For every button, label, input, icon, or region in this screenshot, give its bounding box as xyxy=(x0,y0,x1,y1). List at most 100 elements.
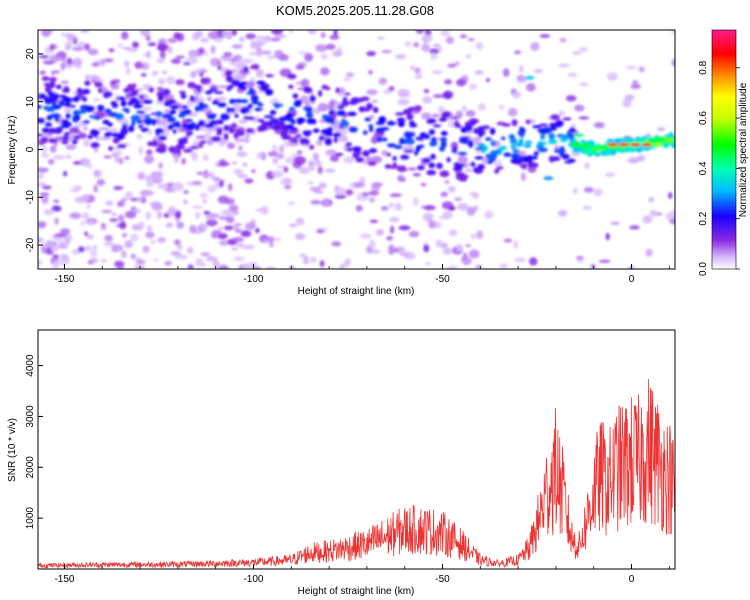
heatmap-cell xyxy=(447,185,456,193)
heatmap-cell xyxy=(223,124,229,132)
heatmap-cell xyxy=(276,153,285,160)
heatmap-cell xyxy=(103,91,113,98)
heatmap-cell xyxy=(82,88,91,95)
heatmap-cell xyxy=(187,182,192,186)
heatmap-cell xyxy=(127,83,134,89)
heatmap-cell xyxy=(42,185,52,190)
heatmap-cell xyxy=(525,119,532,125)
heatmap-cell xyxy=(218,264,229,269)
heatmap-cell xyxy=(164,188,176,193)
heatmap-cell xyxy=(269,110,277,115)
heatmap-cell xyxy=(300,95,309,103)
heatmap-cell xyxy=(216,127,223,133)
heatmap-cell xyxy=(238,119,248,124)
heatmap-cell xyxy=(228,183,233,192)
heatmap-cell xyxy=(171,58,181,64)
heatmap-cell xyxy=(143,175,156,179)
heatmap-cell xyxy=(394,145,403,150)
heatmap-cell xyxy=(307,181,314,185)
heatmap-cell xyxy=(83,126,88,131)
heatmap-cell xyxy=(438,215,448,220)
heatmap-cell xyxy=(59,254,69,260)
heatmap-cell xyxy=(503,238,513,243)
heatmap-cell xyxy=(475,149,482,155)
heatmap-cell xyxy=(145,231,155,239)
heatmap-cell xyxy=(671,58,675,67)
heatmap-cell xyxy=(470,161,476,167)
heatmap-cell xyxy=(540,134,546,140)
heatmap-cell xyxy=(211,136,222,142)
heatmap-cell xyxy=(111,244,123,252)
heatmap-cell xyxy=(329,154,340,162)
heatmap-cell xyxy=(273,237,282,242)
heatmap-cell xyxy=(501,123,511,127)
heatmap-cell xyxy=(108,48,115,53)
heatmap-cell xyxy=(97,127,110,131)
heatmap-cell xyxy=(415,136,424,141)
heatmap-cell xyxy=(342,96,348,102)
heatmap-cell xyxy=(210,45,216,54)
heatmap-cell xyxy=(140,62,150,71)
heatmap-cell xyxy=(73,161,82,165)
heatmap-cell xyxy=(447,265,459,269)
heatmap-cell xyxy=(173,32,181,40)
heatmap-cell xyxy=(368,239,376,248)
heatmap-cell xyxy=(168,146,177,152)
heatmap-cell xyxy=(421,43,431,52)
heatmap-cell xyxy=(90,142,100,149)
heatmap-cell xyxy=(630,84,642,89)
heatmap-cell xyxy=(45,106,56,112)
heatmap-cell xyxy=(465,243,472,248)
heatmap-cell xyxy=(131,119,136,127)
heatmap-cell xyxy=(355,204,363,212)
heatmap-cell xyxy=(369,219,379,223)
heatmap-cell xyxy=(498,104,505,110)
heatmap-cell xyxy=(45,239,54,248)
heatmap-cell xyxy=(113,186,123,191)
heatmap-cell xyxy=(533,151,540,156)
heatmap-cell xyxy=(567,73,578,77)
heatmap-cell xyxy=(138,146,144,156)
heatmap-cell xyxy=(527,161,535,168)
heatmap-cell xyxy=(151,140,159,147)
heatmap-cell xyxy=(388,216,400,223)
heatmap-cell xyxy=(569,124,577,128)
heatmap-cell xyxy=(269,118,278,125)
heatmap-cell xyxy=(190,70,197,79)
heatmap-cell xyxy=(218,142,226,147)
heatmap-cell xyxy=(527,166,537,173)
heatmap-cell xyxy=(318,90,323,97)
heatmap-cell xyxy=(200,252,211,257)
heatmap-cell xyxy=(200,69,208,73)
heatmap-cell xyxy=(539,123,549,127)
heatmap-cell xyxy=(96,179,106,186)
heatmap-cell xyxy=(452,146,458,153)
heatmap-cell xyxy=(572,147,582,154)
heatmap-cell xyxy=(240,230,252,238)
heatmap-cell xyxy=(428,219,436,229)
heatmap-cell xyxy=(54,217,60,225)
heatmap-cell xyxy=(74,196,87,204)
heatmap-cell xyxy=(99,58,106,67)
heatmap-cell xyxy=(45,247,53,255)
heatmap-cell xyxy=(207,185,217,193)
heatmap-cell xyxy=(347,147,353,152)
heatmap-cell xyxy=(629,225,640,230)
heatmap-cell xyxy=(90,257,99,264)
heatmap-cell xyxy=(325,87,331,91)
heatmap-cell xyxy=(38,221,47,228)
heatmap-cell xyxy=(288,84,294,89)
heatmap-cell xyxy=(430,153,436,160)
heatmap-cell xyxy=(325,128,330,133)
heatmap-cell xyxy=(45,84,53,91)
heatmap-cell xyxy=(627,145,637,151)
heatmap-cell xyxy=(217,195,229,204)
heatmap-cell xyxy=(375,229,385,236)
heatmap-cell xyxy=(279,144,285,153)
heatmap-cell xyxy=(271,30,284,35)
snr-y-ticks: 1000 2000 3000 4000 xyxy=(25,354,43,529)
heatmap-cell xyxy=(138,95,145,99)
heatmap-cell xyxy=(41,153,50,158)
y-tick-label: 2000 xyxy=(25,456,36,479)
heatmap-cell xyxy=(164,260,173,266)
